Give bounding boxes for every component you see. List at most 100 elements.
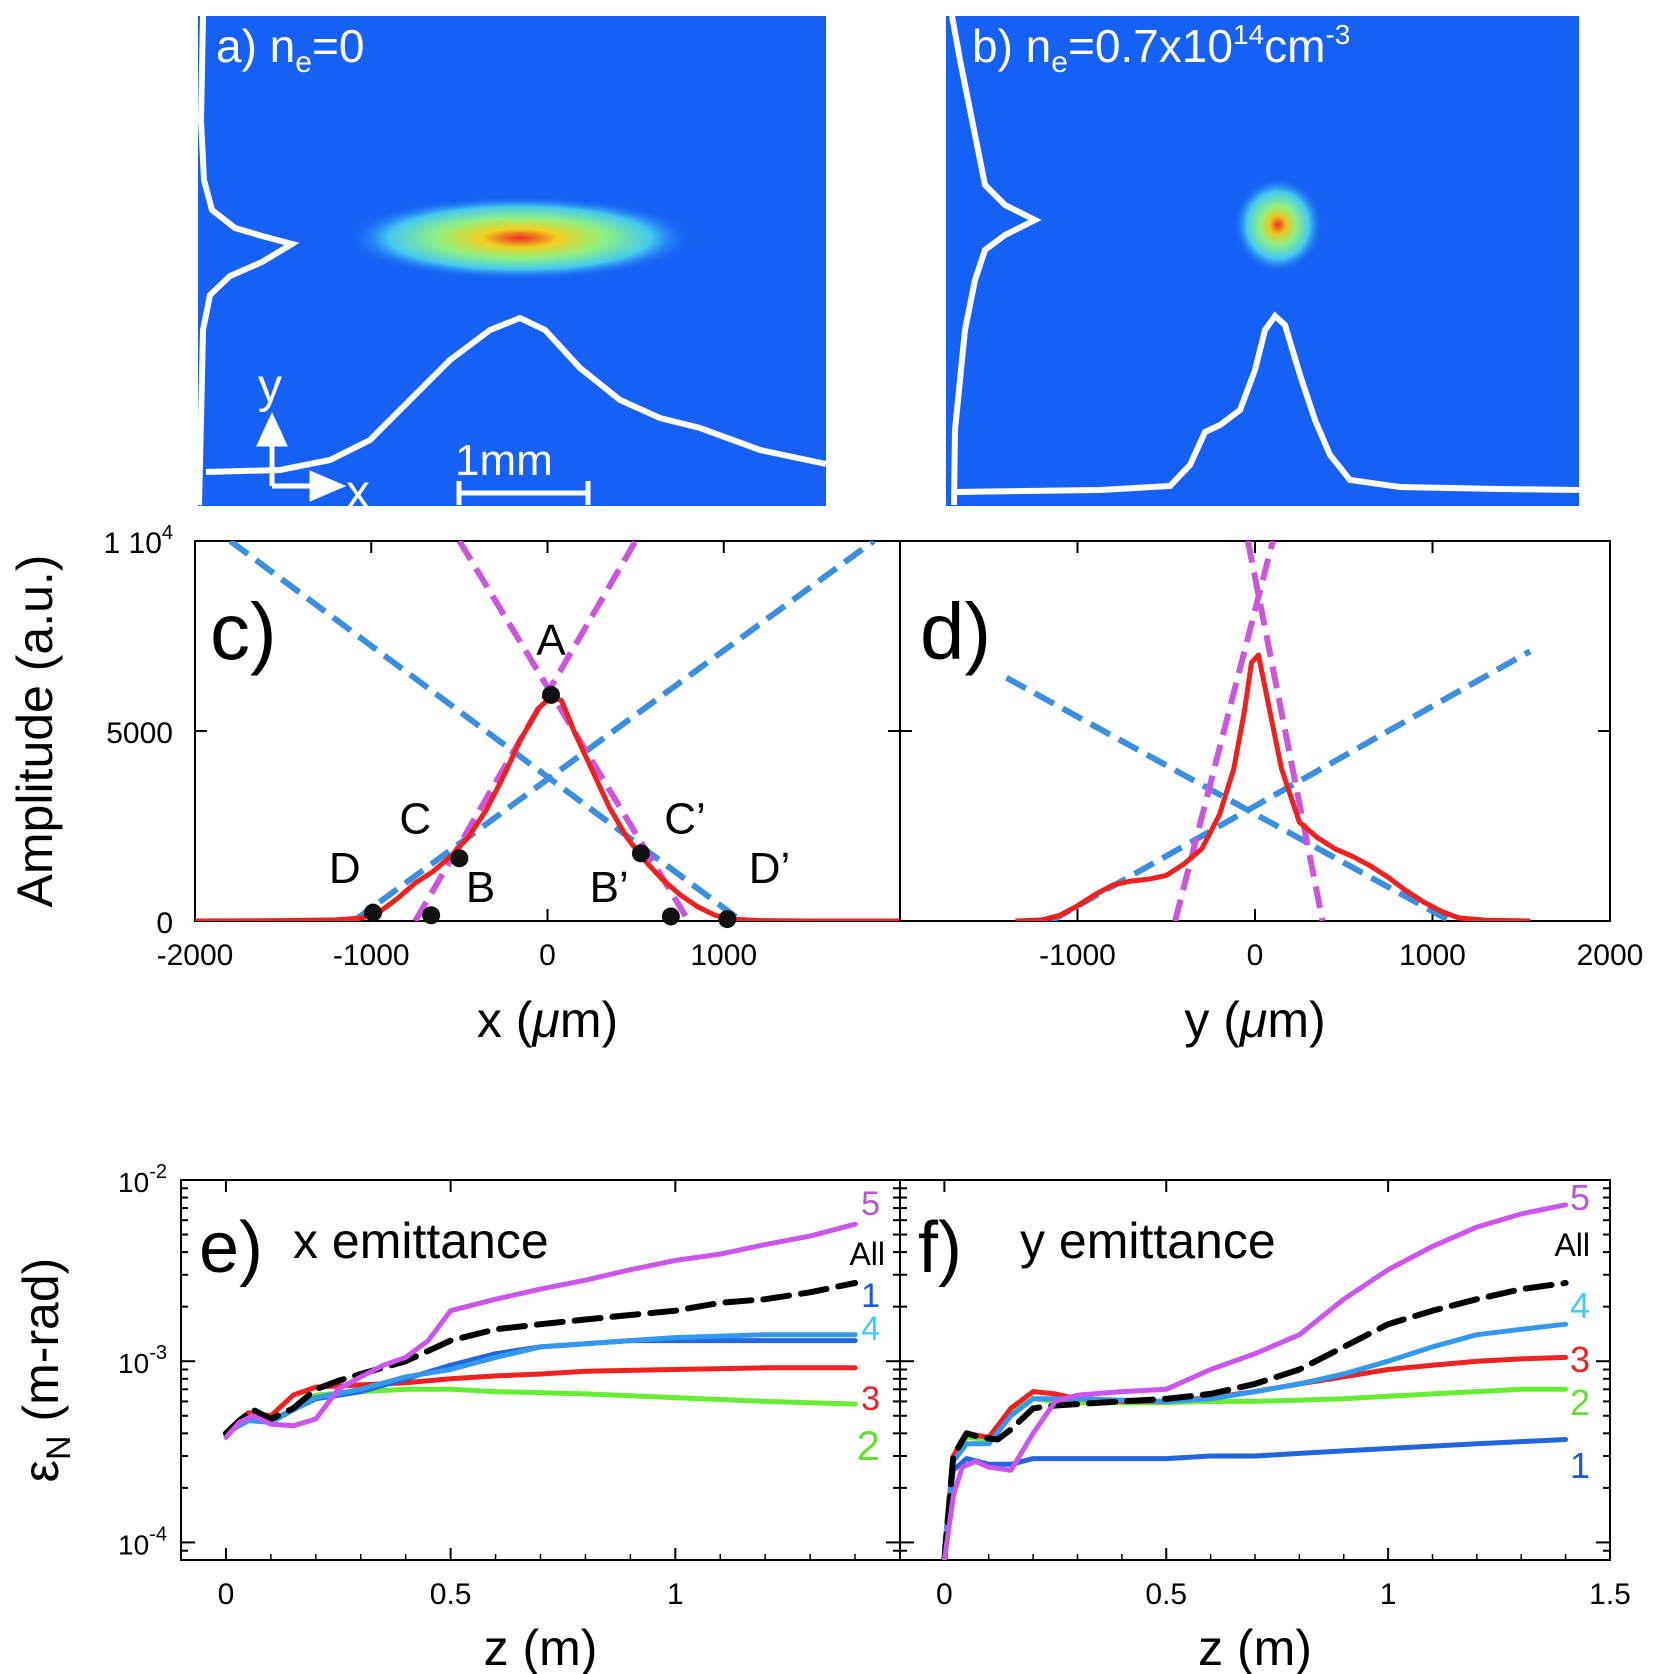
x-tick-label: 1000 bbox=[690, 939, 757, 972]
beam-spot-a bbox=[345, 196, 695, 280]
x-axis-label-e: z (m) bbox=[484, 1620, 598, 1674]
series-label-4: 4 bbox=[1570, 1285, 1590, 1326]
marker-point bbox=[718, 910, 737, 929]
series-label-All: All bbox=[1554, 1227, 1590, 1263]
fit-line-magenta-left bbox=[1244, 541, 1326, 921]
horizontal-profile-b bbox=[953, 311, 1580, 495]
x-tick-label: 1.5 bbox=[1589, 1578, 1631, 1611]
y-tick-label-exp: -4 bbox=[149, 1523, 167, 1545]
y-tick-label-base: 10 bbox=[118, 1529, 149, 1560]
x-tick-label: -1000 bbox=[1039, 939, 1116, 972]
series-label-All: All bbox=[849, 1236, 885, 1272]
y-tick-label-top: 1 104 bbox=[103, 522, 173, 560]
series-line-1 bbox=[941, 1437, 1569, 1554]
point-label: D bbox=[329, 844, 361, 893]
series-line-2 bbox=[941, 1386, 1569, 1554]
series-label-1: 1 bbox=[1570, 1445, 1590, 1486]
x-tick-label: 0 bbox=[539, 939, 556, 972]
series-label-1: 1 bbox=[861, 1277, 880, 1315]
marker-point bbox=[661, 907, 680, 926]
fit-line-blue-left bbox=[228, 541, 744, 921]
x-tick-label: 0.5 bbox=[430, 1578, 472, 1611]
measured-profile-d bbox=[1015, 652, 1531, 921]
series-label-5: 5 bbox=[861, 1185, 880, 1223]
y-axis-label-sub: N bbox=[40, 1435, 78, 1460]
y-tick-label-base: 1 10 bbox=[103, 527, 161, 560]
series-line-All bbox=[222, 1280, 859, 1437]
panel-b-label: b) ne=0.7x1014cm-3 bbox=[972, 19, 1350, 79]
scale-bar-label: 1mm bbox=[455, 436, 553, 485]
fit-line-blue-left bbox=[1005, 675, 1452, 921]
x-tick-label: 0 bbox=[1247, 939, 1264, 972]
x-axis-label-mu: μ bbox=[530, 992, 559, 1048]
x-tick-label: 1 bbox=[1380, 1578, 1397, 1611]
point-label: C bbox=[399, 795, 431, 844]
x-axis-label-mu: μ bbox=[1238, 992, 1267, 1048]
x-tick-label: 1000 bbox=[1399, 939, 1466, 972]
axis-x-label: x bbox=[346, 466, 370, 519]
x-tick-label: 0.5 bbox=[1145, 1578, 1187, 1611]
series-label-3: 3 bbox=[1570, 1339, 1590, 1380]
panel-a-label: a) ne=0 bbox=[216, 20, 364, 79]
y-tick-label-base: 10 bbox=[118, 1348, 149, 1379]
arrow-right-icon bbox=[309, 470, 347, 502]
panel-label-f: f) bbox=[918, 1208, 962, 1288]
y-tick-label-exp: 4 bbox=[162, 522, 173, 544]
plot-area-d bbox=[1005, 541, 1532, 921]
axis-y-label: y bbox=[258, 360, 282, 413]
chart-title-e: x emittance bbox=[293, 1213, 549, 1269]
x-axis-label-d: y (μm) bbox=[1184, 992, 1325, 1048]
panel-label-e: e) bbox=[199, 1208, 263, 1288]
y-tick-label: 10-4 bbox=[118, 1523, 167, 1560]
y-axis-label-e: εN (m-rad) bbox=[13, 1258, 78, 1483]
horizontal-profile-a bbox=[205, 314, 827, 475]
plot-frame-d bbox=[899, 540, 1611, 922]
series-line-5 bbox=[941, 1202, 1569, 1560]
series-line-All bbox=[941, 1280, 1569, 1560]
y-tick-label-exp: -3 bbox=[149, 1342, 167, 1364]
chart-f: 0 0.5 1 1.5 f) y emittance z (m) 5 All 4 32 1 bbox=[899, 1177, 1631, 1674]
series-line-3 bbox=[223, 1365, 858, 1436]
series-label-2: 2 bbox=[1570, 1382, 1590, 1423]
plot-area-f bbox=[941, 1202, 1569, 1560]
y-tick-label: 10-2 bbox=[118, 1161, 167, 1198]
y-tick-label: 5000 bbox=[106, 717, 173, 750]
series-line-4 bbox=[223, 1332, 858, 1436]
panel-b: b) ne=0.7x1014cm-3 bbox=[946, 15, 1580, 506]
x-tick-label: -1000 bbox=[333, 939, 410, 972]
fit-line-magenta-right bbox=[1172, 541, 1276, 921]
vertical-profile-a bbox=[196, 15, 300, 506]
x-tick-label: -2000 bbox=[157, 939, 234, 972]
plot-area-c bbox=[195, 541, 900, 921]
series-line-4 bbox=[941, 1321, 1569, 1554]
x-tick-label: 1 bbox=[667, 1578, 684, 1611]
point-label: C’ bbox=[664, 795, 706, 844]
series-label-2: 2 bbox=[857, 1422, 880, 1469]
y-axis-label-rest: (m-rad) bbox=[13, 1258, 69, 1436]
panel-label-c: c) bbox=[210, 587, 277, 676]
series-line-5 bbox=[223, 1221, 858, 1440]
series-label-5: 5 bbox=[1570, 1177, 1590, 1218]
series-label-4: 4 bbox=[861, 1310, 880, 1348]
marker-point bbox=[542, 685, 561, 704]
marker-point bbox=[450, 849, 469, 868]
chart-title-f: y emittance bbox=[1020, 1213, 1276, 1269]
chart-d: -1000 0 1000 2000 d) y (μm) bbox=[899, 540, 1644, 1048]
x-tick-label: 2000 bbox=[1577, 939, 1644, 972]
x-axis-label-part: m) bbox=[560, 992, 618, 1048]
point-label: B bbox=[466, 863, 495, 912]
series-label-3: 3 bbox=[861, 1380, 880, 1418]
y-tick-label-base: 10 bbox=[118, 1167, 149, 1198]
point-label: B’ bbox=[590, 863, 629, 912]
marker-point bbox=[422, 906, 441, 925]
scale-bar bbox=[456, 481, 591, 505]
fit-line-blue-right bbox=[1049, 648, 1532, 921]
axes-indicator bbox=[256, 412, 347, 502]
vertical-profile-b bbox=[949, 15, 1042, 506]
y-tick-label: 0 bbox=[156, 907, 173, 940]
point-label: D’ bbox=[749, 844, 791, 893]
x-tick-label: 0 bbox=[936, 1578, 953, 1611]
x-axis-label-part: y ( bbox=[1184, 992, 1240, 1048]
